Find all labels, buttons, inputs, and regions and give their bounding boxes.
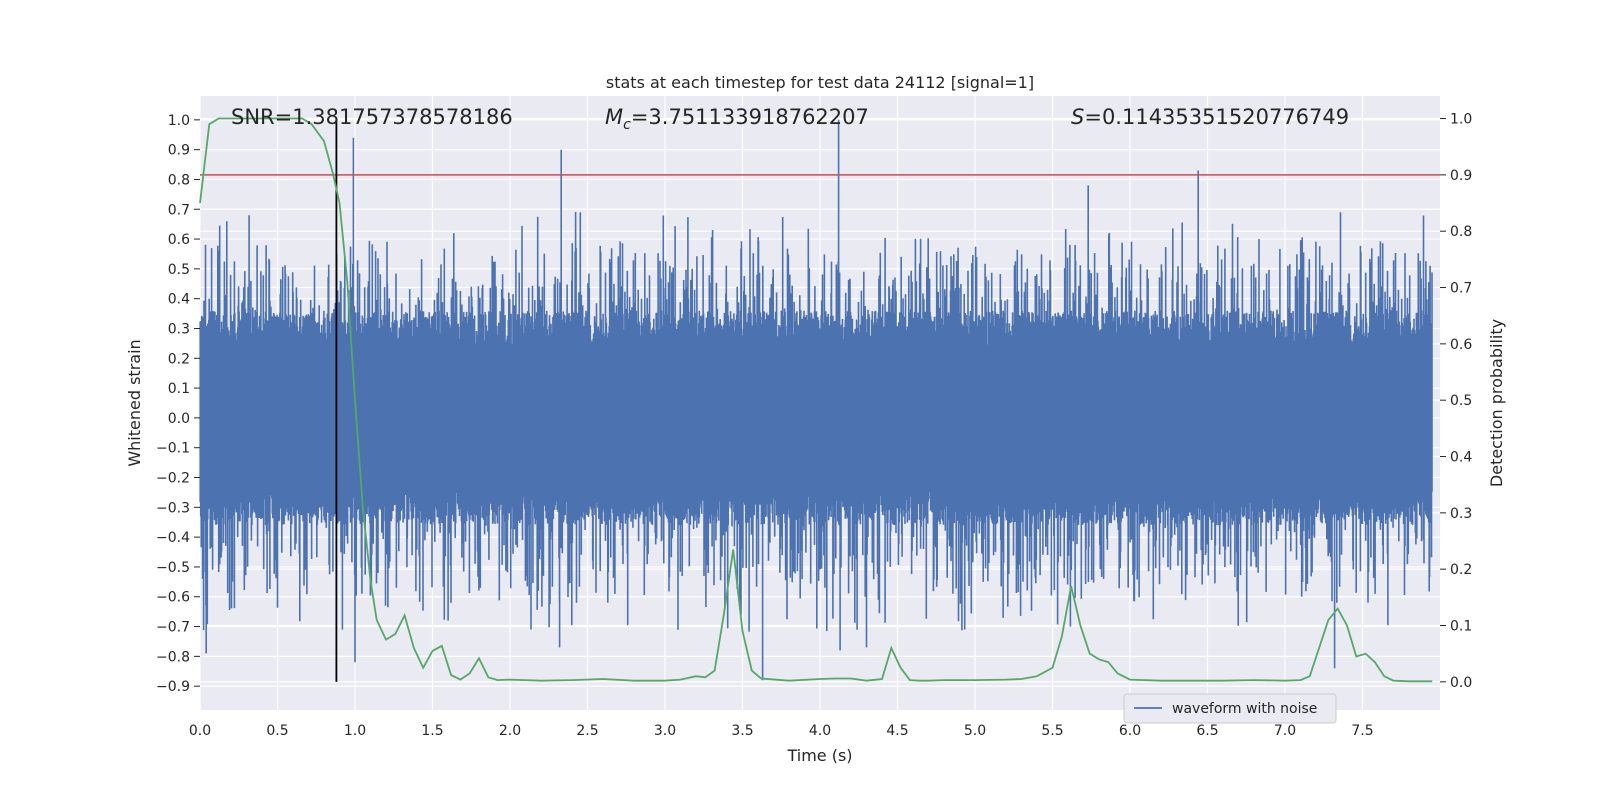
y-tick-label-left: −0.5 — [156, 560, 190, 576]
x-tick-label: 1.0 — [344, 723, 366, 739]
s-annotation: S=0.11435351520776749 — [1071, 105, 1349, 129]
x-tick-label: 5.0 — [964, 723, 986, 739]
y-tick-labels-left: 1.0 0.9 0.8 0.7 0.6 0.5 0.4 0.3 0.2 0.1 0.0 −0.1 −0.… — [156, 113, 200, 695]
y-tick-label-left: −0.3 — [156, 500, 190, 516]
y-tick-label-left: 0.6 — [168, 232, 190, 248]
y-tick-label-right: 0.7 — [1450, 281, 1472, 297]
y-tick-label-right: 0.5 — [1450, 393, 1472, 409]
noise-waveform-path — [199, 119, 1433, 681]
y-tick-label-left: −0.1 — [156, 441, 190, 457]
y-axis-label-right: Detection probability — [1487, 319, 1506, 487]
x-tick-label: 4.5 — [886, 723, 908, 739]
noise-series — [199, 119, 1433, 681]
x-axis-label: Time (s) — [786, 746, 852, 765]
y-tick-label-left: 0.0 — [168, 411, 190, 427]
y-tick-label-right: 0.2 — [1450, 562, 1472, 578]
y-tick-label-left: 0.4 — [168, 292, 190, 308]
x-tick-labels: 0.0 0.5 1.0 1.5 2.0 2.5 3.0 3.5 4.0 4.5 5.0 5.5 6.0 6… — [189, 723, 1374, 739]
y-tick-label-left: 0.9 — [168, 143, 190, 159]
legend: waveform with noise — [1123, 693, 1337, 724]
y-tick-label-right: 0.6 — [1450, 337, 1472, 353]
y-tick-label-left: 0.5 — [168, 262, 190, 278]
x-tick-label: 7.0 — [1274, 723, 1296, 739]
y-tick-label-right: 0.0 — [1450, 675, 1472, 691]
x-tick-label: 4.0 — [809, 723, 831, 739]
y-tick-label-left: 1.0 — [168, 113, 190, 129]
y-axis-label-left: Whitened strain — [125, 339, 144, 466]
legend-entry: waveform with noise — [1172, 701, 1317, 717]
x-tick-label: 6.5 — [1196, 723, 1218, 739]
probability-series — [199, 117, 1433, 683]
y-tick-label-right: 0.9 — [1450, 168, 1472, 184]
y-tick-label-left: 0.1 — [168, 381, 190, 397]
y-tick-label-right: 0.1 — [1450, 619, 1472, 635]
y-tick-label-left: 0.7 — [168, 202, 190, 218]
snr-annotation: SNR=1.381757378578186 — [231, 105, 513, 129]
y-tick-label-left: −0.4 — [156, 530, 190, 546]
y-tick-label-right: 1.0 — [1450, 112, 1472, 128]
y-tick-label-left: 0.3 — [168, 321, 190, 337]
y-tick-label-right: 0.3 — [1450, 506, 1472, 522]
y-tick-label-right: 0.8 — [1450, 224, 1472, 240]
x-tick-label: 0.0 — [189, 723, 211, 739]
x-tick-label: 7.5 — [1351, 723, 1373, 739]
mc-subscript: c — [623, 117, 631, 133]
mc-annotation: Mc=3.751133918762207 — [605, 105, 869, 133]
y-tick-labels-right: 1.0 0.9 0.8 0.7 0.6 0.5 0.4 0.3 0.2 0.1 0.0 — [1440, 112, 1472, 691]
s-symbol: S — [1071, 105, 1084, 129]
x-tick-label: 6.0 — [1119, 723, 1141, 739]
y-tick-label-left: −0.2 — [156, 471, 190, 487]
y-tick-label-left: 0.2 — [168, 351, 190, 367]
chart-title: stats at each timestep for test data 241… — [606, 73, 1034, 92]
legend-box — [1123, 693, 1337, 724]
y-tick-label-right: 0.4 — [1450, 450, 1472, 466]
y-tick-label-left: 0.8 — [168, 172, 190, 188]
x-tick-label: 0.5 — [266, 723, 288, 739]
x-tick-label: 3.0 — [654, 723, 676, 739]
x-tick-label: 2.0 — [499, 723, 521, 739]
x-tick-label: 2.5 — [576, 723, 598, 739]
mc-symbol: M — [605, 105, 623, 129]
y-tick-label-left: −0.8 — [156, 649, 190, 665]
y-tick-label-left: −0.9 — [156, 679, 190, 695]
y-tick-label-left: −0.6 — [156, 590, 190, 606]
x-tick-label: 1.5 — [421, 723, 443, 739]
y-tick-label-left: −0.7 — [156, 620, 190, 636]
mc-value: =3.751133918762207 — [631, 105, 869, 129]
x-tick-label: 5.5 — [1041, 723, 1063, 739]
x-tick-label: 3.5 — [731, 723, 753, 739]
s-value: =0.11435351520776749 — [1084, 105, 1349, 129]
